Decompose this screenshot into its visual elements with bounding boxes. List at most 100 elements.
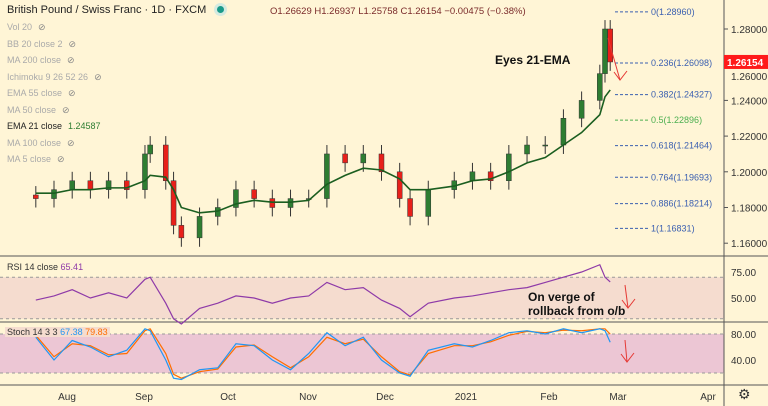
- indicator-label: EMA 21 close: [7, 121, 63, 131]
- red-arrow-icon: [607, 37, 621, 81]
- hidden-eye-icon[interactable]: ⊘: [68, 38, 77, 49]
- symbol-title[interactable]: British Pound / Swiss Franc · 1D · FXCM: [7, 4, 225, 16]
- market-status-icon: [217, 6, 225, 13]
- candle-body: [597, 73, 603, 101]
- candle-body: [425, 189, 432, 217]
- time-tick-label: Aug: [58, 392, 76, 403]
- indicator-label: BB 20 close 2: [7, 38, 63, 49]
- candle-body: [170, 180, 177, 226]
- indicator-vol-20[interactable]: Vol 20 ⊘: [7, 22, 46, 33]
- time-tick-label: Sep: [135, 392, 153, 403]
- candle-body: [524, 144, 530, 155]
- current-price-tag: [724, 54, 768, 69]
- hidden-eye-icon[interactable]: ⊘: [62, 104, 70, 115]
- candle-body: [233, 189, 239, 208]
- candle-body: [396, 171, 403, 199]
- candle-body: [178, 225, 185, 239]
- fib-label: 0.618(1.21464): [651, 141, 712, 151]
- time-tick-label: Dec: [376, 392, 394, 403]
- time-tick-label: Oct: [220, 392, 236, 403]
- price-tick-label: 1.16000: [731, 239, 768, 250]
- hidden-eye-icon[interactable]: ⊘: [67, 137, 75, 148]
- fib-label: 0.5(1.22896): [651, 115, 702, 125]
- indicator-ma-50-close[interactable]: MA 50 close ⊘: [7, 105, 70, 116]
- time-tick-label: Apr: [700, 392, 716, 403]
- indicator-ema-21-close[interactable]: EMA 21 close 1.24587: [7, 121, 101, 131]
- candle-body: [105, 180, 112, 190]
- candle-body: [578, 100, 585, 119]
- indicator-label: Ichimoku 9 26 52 26: [7, 71, 89, 82]
- rsi-tick-label: 75.00: [731, 268, 756, 279]
- candle-body: [560, 118, 567, 146]
- price-tick-label: 1.22000: [731, 132, 768, 143]
- indicator-ma-5-close[interactable]: MA 5 close ⊘: [7, 154, 65, 165]
- red-arrowhead-icon: [613, 70, 628, 81]
- candle-body: [324, 153, 330, 199]
- candle-body: [33, 194, 39, 199]
- ohlc-readout: O1.26629 H1.26937 L1.25758 C1.26154 −0.0…: [270, 6, 526, 17]
- price-tick-label: 1.18000: [731, 204, 768, 215]
- candle-body: [487, 171, 494, 181]
- candle-body: [287, 198, 294, 208]
- candle-body: [142, 153, 148, 190]
- candle-body: [51, 189, 57, 199]
- indicator-label: MA 100 close: [7, 137, 62, 148]
- fib-label: 1(1.16831): [651, 223, 695, 233]
- indicator-label: MA 5 close: [7, 154, 52, 164]
- stoch-tick-label: 80.00: [731, 330, 756, 341]
- stoch-tick-label: 40.00: [731, 356, 756, 367]
- candle-body: [542, 144, 548, 147]
- ema-annotation: Eyes 21-EMA: [495, 53, 571, 67]
- fib-label: 0.886(1.18214): [651, 199, 712, 209]
- candle-body: [163, 144, 169, 181]
- candle-body: [251, 189, 257, 199]
- red-arrowhead-icon: [620, 352, 635, 363]
- fib-label: 0.382(1.24327): [651, 90, 712, 100]
- candle-body: [69, 180, 75, 190]
- indicator-label: MA 200 close: [7, 55, 62, 65]
- rsi-annotation: On verge of rollback from o/b: [528, 290, 626, 318]
- indicator-label: EMA 55 close: [7, 88, 63, 98]
- time-tick-label: Feb: [540, 392, 558, 403]
- price-tick-label: 1.26000: [731, 72, 768, 83]
- indicator-ema-55-close[interactable]: EMA 55 close ⊘: [7, 88, 76, 99]
- settings-gear-icon[interactable]: ⚙: [738, 386, 751, 402]
- candle-body: [342, 153, 348, 164]
- candle-body: [378, 153, 385, 173]
- candle-body: [506, 153, 512, 181]
- red-arrow-icon: [624, 284, 629, 309]
- red-arrowhead-icon: [621, 298, 636, 309]
- time-tick-label: Mar: [609, 392, 627, 403]
- indicator-ma-200-close[interactable]: MA 200 close ⊘: [7, 55, 75, 66]
- hidden-eye-icon[interactable]: ⊘: [67, 55, 75, 65]
- indicator-ma-100-close[interactable]: MA 100 close ⊘: [7, 138, 75, 149]
- current-price-label: 1.26154: [727, 58, 764, 69]
- price-tick-label: 1.24000: [731, 96, 768, 107]
- rsi-line: [35, 263, 611, 325]
- ema21-line: [35, 89, 611, 214]
- hidden-eye-icon[interactable]: ⊘: [94, 71, 102, 82]
- price-tick-label: 1.28000: [731, 25, 768, 36]
- stoch-k-line: [35, 328, 611, 381]
- candle-body: [269, 198, 276, 208]
- candle-body: [196, 216, 203, 239]
- rsi-tick-label: 50.00: [731, 294, 756, 305]
- indicator-label: MA 50 close: [7, 104, 57, 115]
- hidden-eye-icon[interactable]: ⊘: [57, 154, 65, 164]
- indicator-label: Vol 20: [7, 22, 33, 32]
- time-tick-label: Nov: [299, 392, 317, 403]
- hidden-eye-icon[interactable]: ⊘: [68, 88, 76, 98]
- candle-body: [147, 144, 153, 155]
- indicator-ichimoku-9-26-52-26[interactable]: Ichimoku 9 26 52 26 ⊘: [7, 72, 102, 83]
- hidden-eye-icon[interactable]: ⊘: [38, 22, 46, 32]
- indicator-bb-20-close-2[interactable]: BB 20 close 2 ⊘: [7, 39, 76, 50]
- stoch-legend: Stoch 14 3 3 67.38 79.83: [5, 327, 110, 337]
- fib-label: 0.764(1.19693): [651, 172, 712, 182]
- time-tick-label: 2021: [455, 392, 478, 403]
- red-arrow-icon: [624, 339, 628, 363]
- rsi-legend: RSI 14 close 65.41: [7, 262, 84, 272]
- fib-label: 0(1.28960): [651, 7, 695, 17]
- candle-body: [602, 28, 608, 74]
- candle-body: [407, 198, 413, 217]
